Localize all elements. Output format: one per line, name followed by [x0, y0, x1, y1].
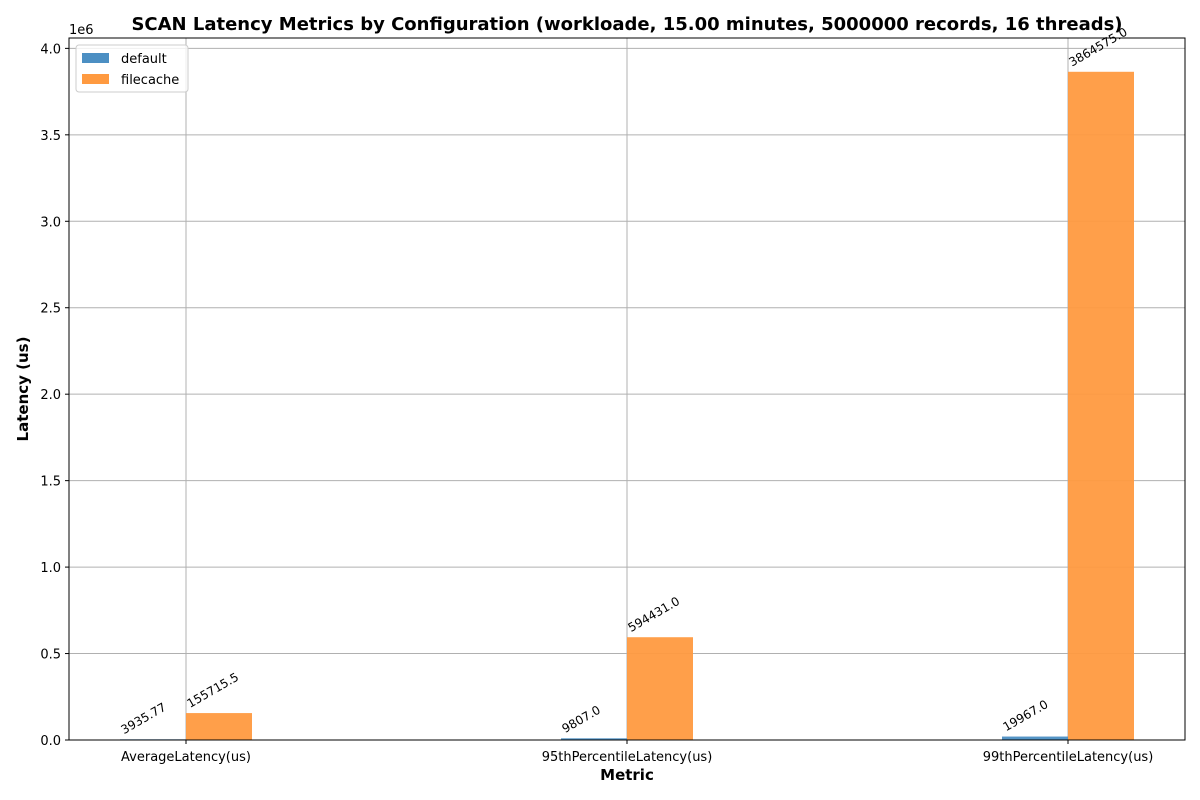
- y-axis-ticks: 0.0 0.5 1.0 1.5 2.0 2.5 3.0 3.5 4.0: [40, 42, 69, 749]
- y-tick-label: 1.0: [40, 561, 61, 576]
- legend-swatch-filecache: [82, 74, 109, 84]
- bars: [120, 71, 1134, 741]
- bar-filecache: [1068, 71, 1134, 741]
- chart-title: SCAN Latency Metrics by Configuration (w…: [131, 14, 1122, 35]
- y-tick-label: 2.5: [40, 302, 61, 317]
- y-tick-label: 2.0: [40, 388, 61, 403]
- bar-default: [1002, 736, 1068, 740]
- y-tick-label: 3.5: [40, 129, 61, 144]
- legend-swatch-default: [82, 53, 109, 63]
- legend-label-default: default: [121, 52, 167, 67]
- bar-filecache: [186, 713, 252, 740]
- x-axis-ticks: AverageLatency(us) 95thPercentileLatency(…: [121, 740, 1153, 765]
- y-tick-label: 0.5: [40, 648, 61, 663]
- y-tick-label: 0.0: [40, 734, 61, 749]
- x-axis-label: Metric: [600, 766, 654, 784]
- legend-label-filecache: filecache: [121, 73, 179, 88]
- y-tick-label: 4.0: [40, 42, 61, 57]
- y-axis-label: Latency (us): [14, 337, 32, 442]
- y-tick-label: 1.5: [40, 475, 61, 490]
- x-tick-label: AverageLatency(us): [121, 750, 251, 765]
- bar-default: [561, 738, 627, 740]
- x-tick-label: 99thPercentileLatency(us): [983, 750, 1154, 765]
- bar-filecache: [627, 637, 693, 740]
- y-scale-label: 1e6: [69, 23, 94, 38]
- x-tick-label: 95thPercentileLatency(us): [542, 750, 713, 765]
- y-tick-label: 3.0: [40, 215, 61, 230]
- legend: default filecache: [75, 44, 189, 93]
